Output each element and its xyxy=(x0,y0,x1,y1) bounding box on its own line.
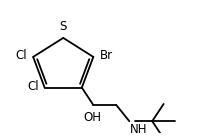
Text: Br: Br xyxy=(99,49,112,62)
Text: S: S xyxy=(59,20,67,33)
Text: OH: OH xyxy=(83,111,101,124)
Text: Cl: Cl xyxy=(27,80,38,93)
Text: Cl: Cl xyxy=(15,49,27,62)
Text: NH: NH xyxy=(129,123,146,136)
